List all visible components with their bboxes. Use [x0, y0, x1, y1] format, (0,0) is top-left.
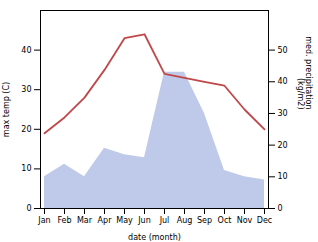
svg-text:20: 20	[21, 125, 31, 134]
svg-text:May: May	[116, 216, 133, 225]
svg-text:10: 10	[278, 172, 288, 181]
svg-text:30: 30	[278, 109, 288, 118]
svg-text:Mar: Mar	[77, 216, 93, 225]
svg-text:Oct: Oct	[218, 216, 232, 225]
svg-text:0: 0	[26, 204, 31, 213]
svg-text:50: 50	[278, 46, 288, 55]
svg-text:Sep: Sep	[197, 216, 212, 225]
svg-text:Jul: Jul	[159, 216, 170, 225]
svg-text:Aug: Aug	[177, 216, 193, 225]
svg-text:10: 10	[21, 164, 31, 173]
svg-text:med. precipitation(kg/m2): med. precipitation(kg/m2)	[296, 36, 313, 109]
svg-text:40: 40	[21, 46, 31, 55]
svg-text:Jan: Jan	[37, 216, 50, 225]
svg-text:Nov: Nov	[237, 216, 253, 225]
svg-text:Feb: Feb	[57, 216, 71, 225]
svg-text:max temp (C): max temp (C)	[2, 82, 11, 137]
svg-text:40: 40	[278, 77, 288, 86]
svg-text:20: 20	[278, 141, 288, 150]
svg-text:date (month): date (month)	[128, 233, 181, 242]
svg-text:30: 30	[21, 85, 31, 94]
svg-text:Dec: Dec	[257, 216, 272, 225]
svg-text:Jun: Jun	[137, 216, 151, 225]
svg-text:Apr: Apr	[98, 216, 113, 225]
svg-text:0: 0	[278, 204, 283, 213]
